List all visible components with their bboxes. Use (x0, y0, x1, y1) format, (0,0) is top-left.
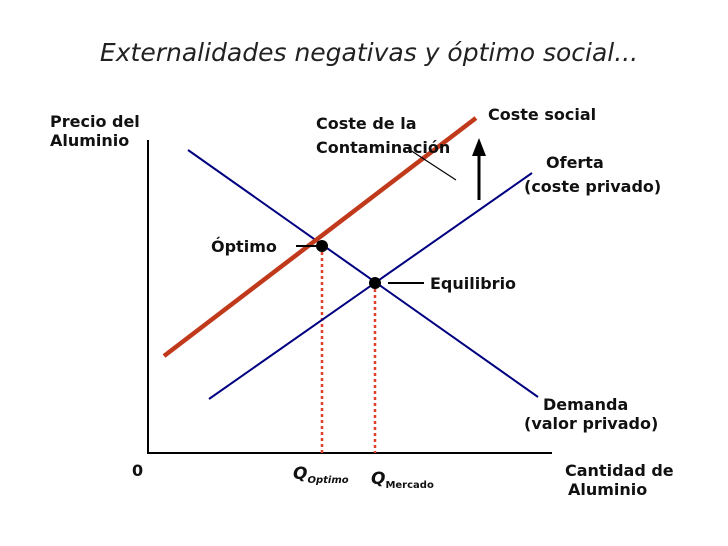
pollution-label-line1: Coste de la (316, 114, 416, 133)
x-axis-label-line2: Aluminio (568, 480, 647, 499)
optimum-point (316, 240, 328, 252)
equilibrium-label: Equilibrio (430, 274, 516, 293)
pollution-label-line2: Contaminación (316, 138, 450, 157)
q-optimum-subscript: Optimo (307, 475, 348, 486)
equilibrium-point (369, 277, 381, 289)
q-optimum-symbol: Q (293, 464, 307, 484)
supply-label-line1: Oferta (546, 153, 604, 172)
demand-curve (187, 149, 539, 398)
y-axis-label-line1: Precio del (50, 112, 140, 131)
q-optimum-label: QOptimo (293, 464, 349, 486)
supply-label-line2: (coste privado) (524, 177, 661, 196)
social-cost-label: Coste social (488, 105, 596, 124)
slide-title: Externalidades negativas y óptimo social… (99, 38, 639, 67)
q-market-symbol: Q (371, 469, 385, 489)
q-market-subscript: Mercado (385, 480, 433, 491)
optimum-label: Óptimo (211, 237, 277, 256)
up-arrow-icon (472, 138, 486, 156)
origin-label: 0 (132, 461, 143, 480)
x-axis-label-line1: Cantidad de (565, 461, 674, 480)
pollution-pointer-line (406, 147, 457, 181)
demand-label-line2: (valor privado) (524, 414, 658, 433)
q-market-label: QMercado (371, 469, 434, 491)
demand-label-line1: Demanda (543, 395, 628, 414)
y-axis-label-line2: Aluminio (50, 131, 129, 150)
social-cost-curve (162, 116, 478, 358)
